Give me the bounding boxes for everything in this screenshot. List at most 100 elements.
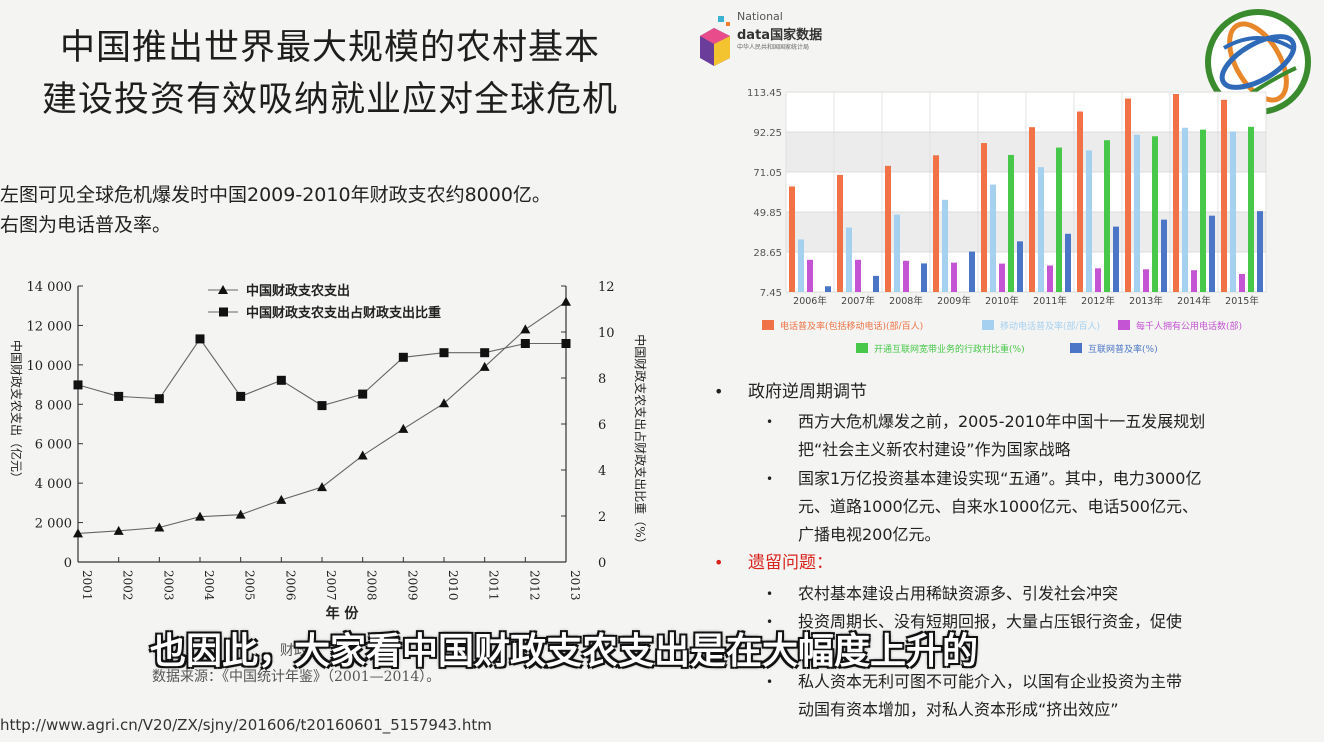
- bar: [1095, 268, 1101, 292]
- bullet-item: 国家1万亿投资基本建设实现“五通”。其中，电力3000亿: [798, 469, 1202, 488]
- y-tick-label: 2 000: [35, 517, 72, 532]
- y-tick-label: 7.45: [760, 288, 782, 299]
- y2-axis-title: 中国财政支农支出占财政支出比重（%）: [633, 334, 648, 549]
- bar: [1008, 154, 1014, 292]
- x-tick-label: 2011年: [1033, 295, 1067, 307]
- bullet-dot-red: •: [714, 553, 724, 572]
- bar: [873, 275, 879, 292]
- x-tick-label: 2014年: [1177, 295, 1211, 307]
- bar: [1230, 131, 1236, 292]
- data-point-square: [398, 352, 408, 362]
- legend-swatch: [856, 343, 868, 353]
- bar: [1200, 129, 1206, 292]
- x-tick-label: 2013: [568, 570, 582, 601]
- source-url: http://www.agri.cn/V20/ZX/sjny/201606/t2…: [0, 716, 492, 734]
- data-point-square: [439, 348, 449, 358]
- bar: [1029, 127, 1035, 292]
- x-tick-label: 2008年: [889, 295, 923, 307]
- y2-tick-label: 4: [598, 464, 606, 479]
- data-point-square: [358, 389, 368, 399]
- bar: [1017, 241, 1023, 292]
- sub-bullet-dot: •: [766, 615, 774, 629]
- data-point-square: [520, 339, 530, 348]
- legend-label: 中国财政支农支出占财政支出比重: [246, 305, 441, 321]
- x-tick-label: 2012: [527, 570, 541, 601]
- y-tick-label: 6 000: [35, 438, 72, 453]
- data-point-square: [73, 380, 83, 390]
- bar: [1077, 111, 1083, 292]
- bar: [1104, 140, 1110, 292]
- x-tick-label: 2006年: [793, 295, 827, 307]
- bullet-item: 广播电视200亿元。: [798, 525, 941, 544]
- data-point-triangle: [561, 296, 571, 306]
- data-point-square: [276, 375, 286, 385]
- bar: [1248, 126, 1254, 293]
- data-point-triangle: [73, 528, 83, 538]
- source-fragment: 财政: [280, 643, 308, 659]
- bar: [1239, 273, 1245, 292]
- legend-swatch: [762, 320, 774, 330]
- bullet-heading-countercyclical: 政府逆周期调节: [748, 382, 867, 402]
- x-tick-label: 2004: [202, 570, 216, 601]
- sub-bullet-dot: •: [766, 675, 774, 689]
- data-point-triangle: [113, 525, 124, 535]
- y-tick-label: 14 000: [27, 280, 73, 295]
- y-tick-label: 10 000: [27, 359, 73, 374]
- y-tick-label: 8 000: [35, 398, 72, 413]
- bullet-item: 元、道路1000亿元、自来水1000亿元、电话500亿元、: [798, 497, 1198, 516]
- legend-label: 中国财政支农支出: [246, 283, 350, 299]
- phone-penetration-chart: 7.45 28.65 49.85 71.05 92.25 113.45 2006年 2007年…: [747, 88, 1267, 355]
- bar: [855, 259, 861, 292]
- globe-logo-icon: [1205, 9, 1311, 115]
- bar: [1086, 150, 1092, 292]
- bar: [1161, 219, 1167, 292]
- legend-label: 开通互联网宽带业务的行政村比重(%): [874, 343, 1025, 355]
- bullet-item: 农村基本建设占用稀缺资源多、引发社会冲突: [798, 584, 1119, 603]
- sub-bullet-dot: •: [766, 472, 774, 486]
- bullet-item: 把“社会主义新农村建设”作为国家战略: [798, 440, 1071, 459]
- page-title: 中国推出世界最大规模的农村基本 建设投资有效吸纳就业应对全球危机: [10, 22, 650, 126]
- bullet-item: 西方大危机爆发之前，2005-2010年中国十一五发展规划: [798, 412, 1206, 431]
- bar: [903, 260, 909, 292]
- x-tick-label: 2009: [405, 570, 419, 601]
- data-point-triangle: [276, 494, 287, 504]
- bullet-item: 投资周期长、没有短期回报，大量占压银行资金，促使: [798, 612, 1183, 631]
- data-point-triangle: [195, 511, 205, 521]
- x-tick-label: 2011: [487, 570, 501, 601]
- y2-tick-label: 0: [598, 556, 606, 571]
- bar: [1113, 226, 1119, 292]
- bar: [894, 214, 900, 292]
- bullet-item: 私人资本无利可图不可能介入，以国有企业投资为主带: [798, 672, 1183, 691]
- x-tick-label: 2008: [365, 570, 379, 601]
- x-tick-label: 2013年: [1129, 295, 1163, 307]
- x-tick-label: 2001: [80, 570, 94, 601]
- video-subtitle: 也因此，大家看中国财政支农支出是在大幅度上升的: [150, 631, 979, 672]
- x-tick-label: 2009年: [937, 295, 971, 307]
- bar: [798, 239, 804, 292]
- logo-text-bureau: 中华人民共和国国家统计局: [737, 44, 810, 51]
- series-line: [77, 301, 567, 534]
- bar: [933, 155, 939, 292]
- x-tick-label: 2015年: [1225, 295, 1259, 307]
- title-line-2: 建设投资有效吸纳就业应对全球危机: [41, 80, 618, 120]
- bar: [1047, 265, 1053, 292]
- data-point-triangle: [235, 509, 246, 519]
- bar: [990, 184, 996, 292]
- y2-tick-label: 12: [598, 280, 615, 295]
- national-data-logo-icon: [700, 16, 730, 66]
- y-tick-label: 49.85: [753, 208, 782, 219]
- bar: [942, 199, 948, 292]
- x-tick-label: 2003: [161, 570, 175, 601]
- data-point-triangle: [439, 398, 449, 408]
- x-tick-label: 2005: [243, 570, 257, 601]
- x-tick-label: 2006: [283, 570, 297, 601]
- data-point-triangle: [520, 324, 531, 334]
- data-point-triangle: [357, 450, 368, 460]
- data-source: 数据来源：《中国统计年鉴》（2001—2014）。: [152, 669, 441, 685]
- y-tick-label: 113.45: [747, 88, 782, 99]
- bar: [951, 262, 957, 292]
- intro-line-2: 右图为电话普及率。: [0, 214, 172, 236]
- bar: [825, 286, 831, 292]
- data-point-square: [154, 394, 164, 404]
- x-tick-label: 2012年: [1081, 295, 1115, 307]
